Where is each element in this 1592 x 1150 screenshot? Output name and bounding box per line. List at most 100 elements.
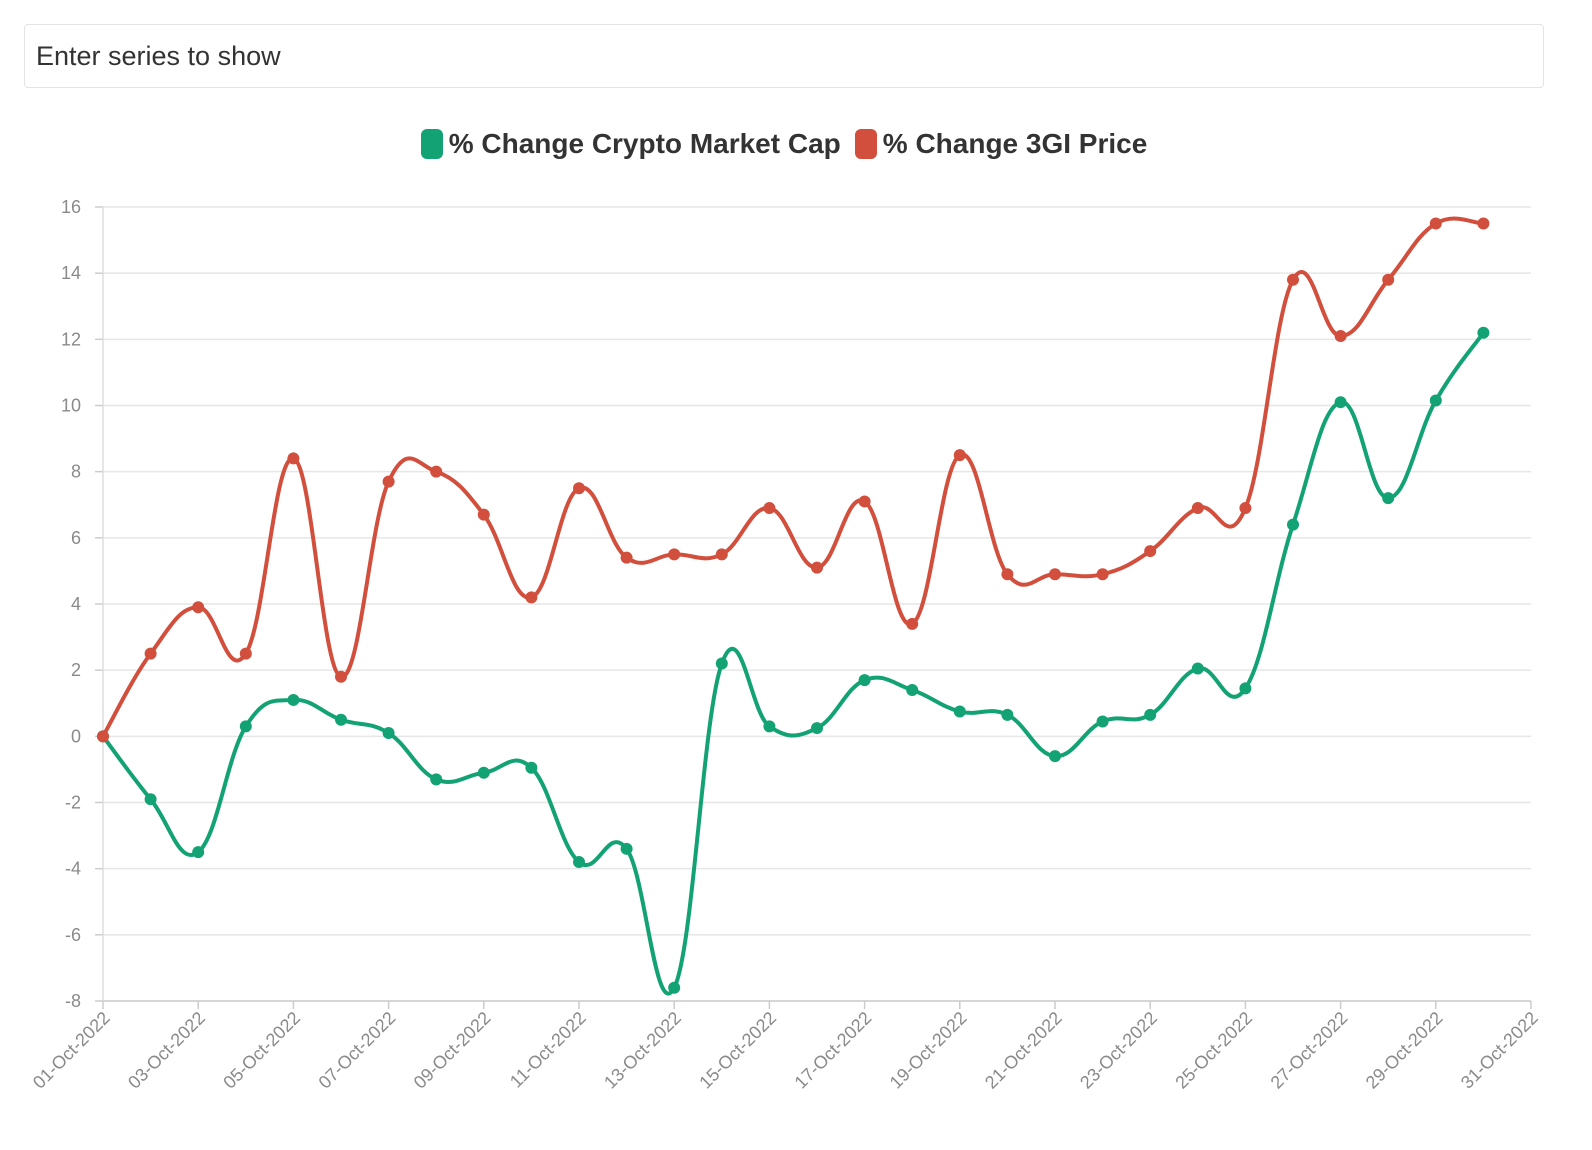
data-point-3gi-price [906, 617, 919, 630]
legend-label: % Change Crypto Market Cap [448, 128, 841, 159]
y-tick-label: 2 [71, 660, 81, 680]
data-point-crypto-market-cap [1049, 750, 1061, 763]
x-tick-label: 25-Oct-2022 [1171, 1008, 1256, 1093]
data-point-3gi-price [858, 495, 871, 508]
data-point-crypto-market-cap [906, 684, 919, 697]
data-point-crypto-market-cap [1429, 394, 1442, 407]
data-point-3gi-price [1001, 568, 1014, 581]
data-point-3gi-price [620, 551, 633, 564]
data-point-crypto-market-cap [525, 761, 538, 774]
data-point-crypto-market-cap [287, 693, 300, 706]
data-point-3gi-price [763, 502, 776, 515]
y-tick-label: 14 [61, 263, 81, 283]
x-tick-label: 13-Oct-2022 [600, 1008, 685, 1093]
data-point-crypto-market-cap [953, 705, 966, 718]
data-point-3gi-price [1049, 568, 1061, 581]
data-point-crypto-market-cap [144, 793, 157, 806]
x-tick-label: 03-Oct-2022 [124, 1008, 209, 1093]
data-point-3gi-price [1144, 545, 1157, 558]
data-point-3gi-price [1477, 217, 1490, 230]
x-tick-label: 27-Oct-2022 [1267, 1008, 1352, 1093]
data-point-3gi-price [239, 647, 252, 660]
data-point-crypto-market-cap [858, 674, 871, 687]
data-point-crypto-market-cap [668, 981, 681, 994]
x-tick-label: 19-Oct-2022 [886, 1008, 971, 1093]
data-point-3gi-price [1191, 502, 1204, 515]
y-tick-label: 6 [71, 528, 81, 548]
data-point-3gi-price [1096, 568, 1109, 581]
data-point-3gi-price [97, 730, 109, 743]
chart-legend: % Change Crypto Market Cap % Change 3GI … [0, 122, 1568, 166]
data-point-crypto-market-cap [715, 657, 728, 670]
x-tick-label: 31-Oct-2022 [1457, 1008, 1542, 1093]
x-tick-label: 17-Oct-2022 [791, 1008, 876, 1093]
x-tick-label: 11-Oct-2022 [506, 1008, 590, 1092]
data-point-3gi-price [1287, 273, 1299, 286]
data-point-3gi-price [192, 601, 205, 614]
data-point-crypto-market-cap [1477, 326, 1490, 339]
y-tick-label: 16 [61, 197, 81, 217]
data-point-3gi-price [811, 561, 823, 574]
data-point-3gi-price [335, 670, 347, 683]
series-search-input[interactable] [25, 25, 1543, 87]
x-tick-label: 21-Oct-2022 [981, 1008, 1066, 1093]
data-point-3gi-price [953, 449, 966, 462]
data-point-crypto-market-cap [239, 720, 252, 733]
data-point-3gi-price [1382, 273, 1395, 286]
legend-swatch-crypto-market-cap [420, 129, 443, 159]
data-point-3gi-price [715, 548, 728, 561]
data-point-crypto-market-cap [192, 846, 205, 859]
data-point-crypto-market-cap [1001, 708, 1014, 721]
data-point-3gi-price [573, 482, 585, 495]
data-point-crypto-market-cap [382, 727, 395, 740]
series-search-box[interactable] [24, 24, 1544, 88]
data-point-crypto-market-cap [477, 766, 490, 779]
legend-item-crypto-market-cap[interactable]: % Change Crypto Market Cap [420, 128, 841, 160]
x-tick-label: 09-Oct-2022 [410, 1008, 495, 1093]
y-tick-label: -4 [65, 859, 81, 879]
data-point-crypto-market-cap [430, 773, 443, 786]
data-point-crypto-market-cap [1382, 492, 1395, 505]
x-tick-label: 29-Oct-2022 [1362, 1008, 1447, 1093]
y-tick-label: 10 [61, 396, 81, 416]
data-point-3gi-price [525, 591, 538, 604]
data-point-crypto-market-cap [1191, 662, 1204, 675]
data-point-crypto-market-cap [1287, 518, 1299, 531]
y-tick-label: -6 [65, 925, 81, 945]
x-tick-label: 07-Oct-2022 [315, 1008, 400, 1093]
y-tick-label: 0 [71, 726, 81, 746]
data-point-crypto-market-cap [1144, 708, 1157, 721]
y-tick-label: -2 [65, 793, 81, 813]
data-point-crypto-market-cap [1096, 715, 1109, 728]
y-tick-label: 8 [71, 462, 81, 482]
data-point-crypto-market-cap [763, 720, 776, 733]
data-point-crypto-market-cap [1334, 396, 1347, 409]
data-point-3gi-price [1429, 217, 1442, 230]
data-point-3gi-price [382, 475, 395, 488]
data-point-3gi-price [144, 647, 157, 660]
data-point-crypto-market-cap [811, 722, 823, 735]
x-tick-label: 05-Oct-2022 [219, 1008, 304, 1093]
data-point-3gi-price [430, 465, 443, 478]
x-tick-label: 15-Oct-2022 [695, 1008, 780, 1093]
legend-label: % Change 3GI Price [882, 128, 1148, 159]
y-tick-label: -8 [65, 991, 81, 1011]
data-point-crypto-market-cap [1239, 682, 1252, 695]
series-line-3gi-price [101, 216, 1486, 739]
data-point-3gi-price [477, 508, 490, 521]
data-point-3gi-price [668, 548, 681, 561]
x-tick-label: 01-Oct-2022 [29, 1008, 114, 1093]
data-point-3gi-price [287, 452, 300, 465]
y-tick-label: 4 [71, 594, 81, 614]
data-point-3gi-price [1239, 502, 1252, 515]
series-line-crypto-market-cap [101, 330, 1486, 996]
data-point-3gi-price [1334, 330, 1347, 343]
legend-item-3gi-price[interactable]: % Change 3GI Price [854, 128, 1148, 160]
data-point-crypto-market-cap [620, 842, 633, 855]
legend-swatch-3gi-price [854, 129, 877, 159]
data-point-crypto-market-cap [573, 856, 585, 869]
data-point-crypto-market-cap [335, 713, 347, 726]
y-tick-label: 12 [61, 329, 81, 349]
x-tick-label: 23-Oct-2022 [1076, 1008, 1161, 1093]
